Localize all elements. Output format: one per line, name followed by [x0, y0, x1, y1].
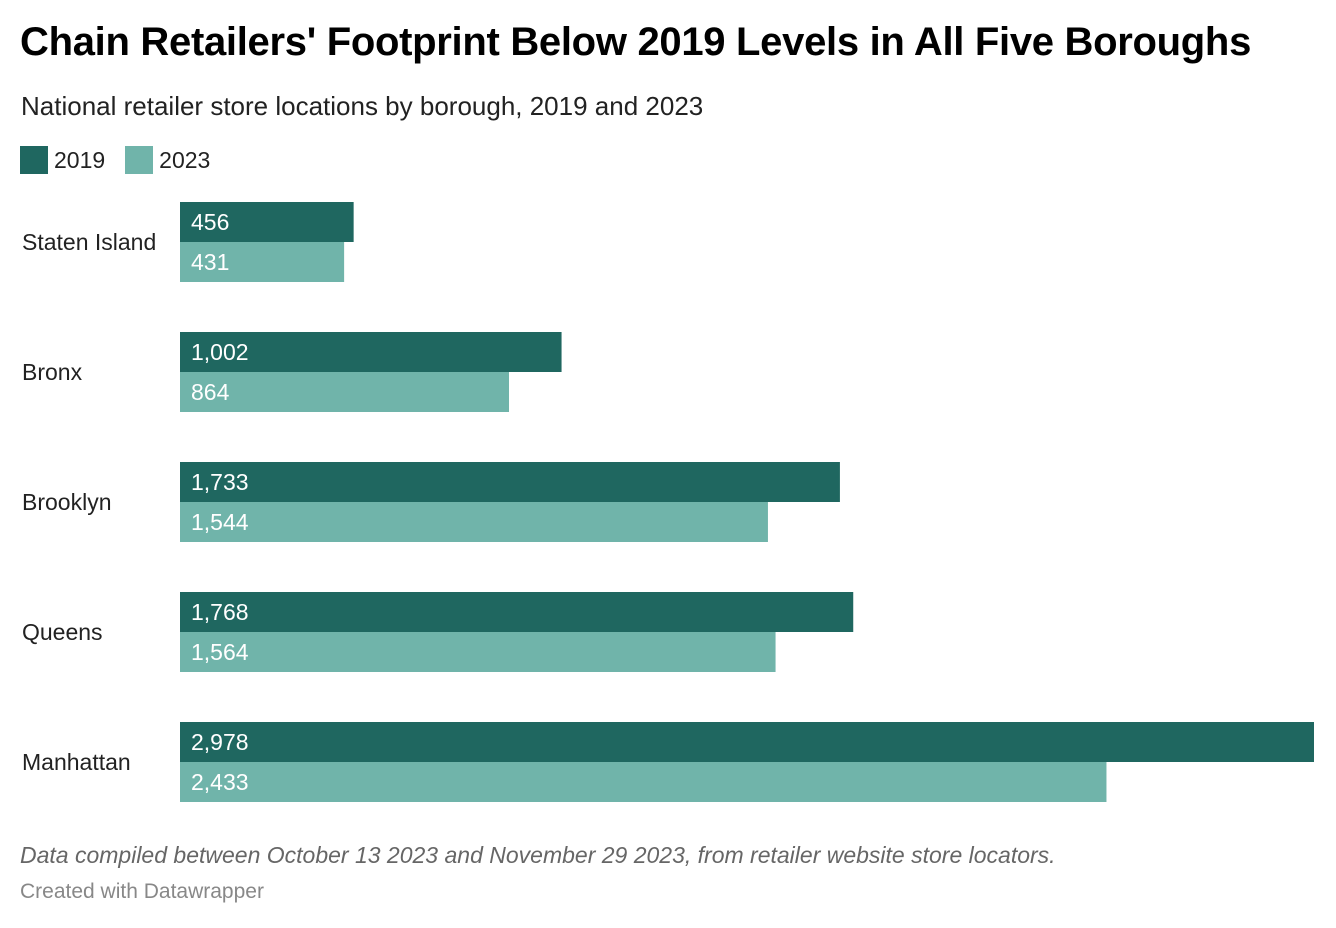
legend-label-2023: 2023 [159, 146, 211, 173]
data-label: 431 [191, 249, 229, 275]
legend-swatch-2023 [125, 146, 154, 174]
bar-2019 [180, 722, 1314, 762]
data-label: 1,002 [191, 339, 249, 365]
chart-title: Chain Retailers' Footprint Below 2019 Le… [20, 20, 1252, 64]
footer-note: Data compiled between October 13 2023 an… [20, 842, 1056, 868]
legend-item-2019: 2019 [20, 146, 105, 174]
bar-2023 [180, 632, 776, 672]
chart-subtitle: National retailer store locations by bor… [21, 91, 704, 121]
footer-credit[interactable]: Created with Datawrapper [20, 880, 264, 903]
category-label: Brooklyn [22, 489, 111, 515]
legend-item-2023: 2023 [125, 146, 210, 174]
bar-2019 [180, 332, 562, 372]
bar-2023 [180, 502, 768, 542]
data-label: 1,768 [191, 599, 249, 625]
category-label: Bronx [22, 359, 83, 385]
bar-2019 [180, 462, 840, 502]
data-label: 864 [191, 379, 230, 405]
legend: 2019 2023 [20, 146, 210, 174]
legend-swatch-2019 [20, 146, 48, 174]
data-label: 1,733 [191, 469, 249, 495]
bar-2019 [180, 202, 354, 242]
data-label: 456 [191, 209, 229, 235]
category-label: Queens [22, 619, 103, 645]
data-label: 1,564 [191, 639, 249, 665]
bar-2023 [180, 242, 345, 282]
category-label: Manhattan [22, 749, 131, 775]
data-label: 2,978 [191, 729, 249, 755]
data-label: 1,544 [191, 509, 249, 535]
data-label: 2,433 [191, 769, 249, 795]
bar-2023 [180, 762, 1107, 802]
bar-2023 [180, 372, 510, 412]
legend-label-2019: 2019 [54, 146, 106, 173]
bar-2019 [180, 592, 854, 632]
category-label: Staten Island [22, 229, 156, 255]
